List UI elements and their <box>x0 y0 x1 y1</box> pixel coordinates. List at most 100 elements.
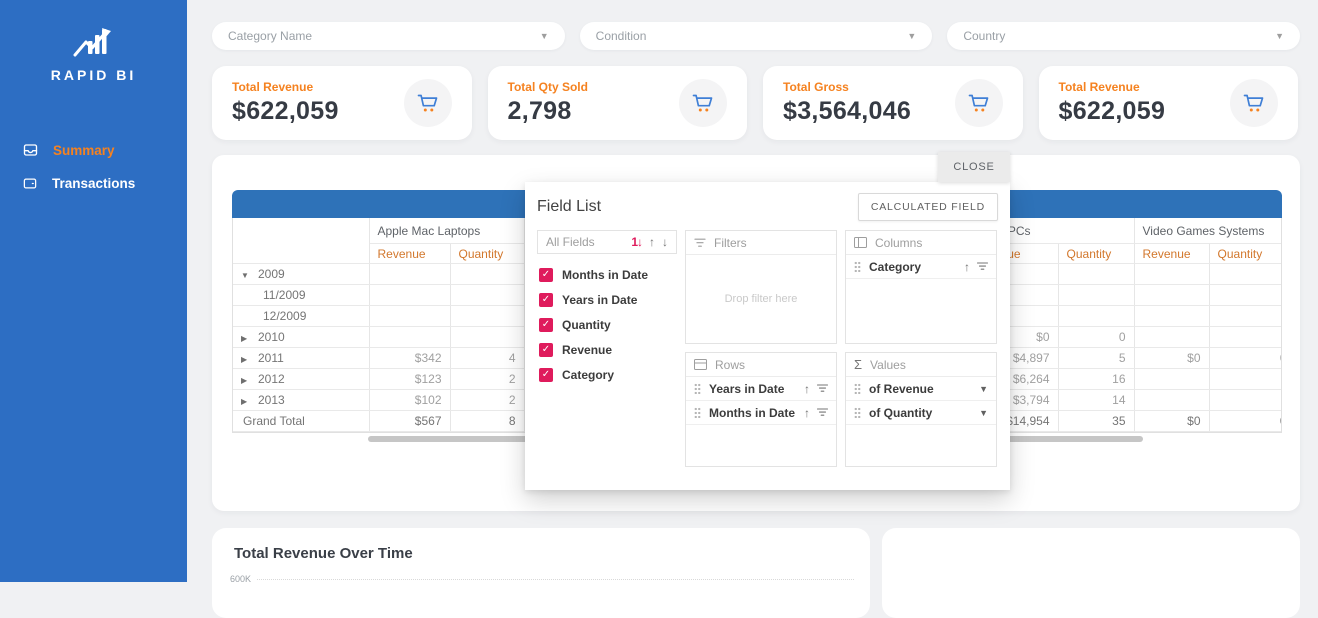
condition-filter[interactable]: Condition ▼ <box>579 22 933 50</box>
row-label: 2011 <box>258 351 284 365</box>
columns-icon <box>854 237 867 248</box>
row-label: 2010 <box>258 330 285 344</box>
expand-row-icon[interactable]: ▶ <box>241 355 248 364</box>
row-label: 2009 <box>258 267 285 281</box>
drag-handle-icon[interactable] <box>854 261 861 272</box>
field-chooser-grid: All Fields 1↓ ↑ ↓ ✓ Months in Date <box>537 230 998 467</box>
checkbox-checked-icon[interactable]: ✓ <box>539 292 553 307</box>
filter-icon[interactable] <box>977 262 988 271</box>
rows-item-years-in-date[interactable]: Years in Date ↑ <box>686 377 836 401</box>
field-months-in-date[interactable]: ✓ Months in Date <box>539 262 675 287</box>
country-filter[interactable]: Country ▼ <box>947 22 1301 50</box>
sidebar-item-transactions[interactable]: Transactions <box>0 167 187 200</box>
kpi-text: Total Revenue $622,059 <box>1059 80 1166 126</box>
kpi-value: $622,059 <box>1058 97 1166 125</box>
rows-item-months-in-date[interactable]: Months in Date ↑ <box>686 401 836 425</box>
expand-row-icon[interactable]: ▶ <box>241 397 248 406</box>
cell <box>369 326 451 348</box>
sidebar: RAPID BI Summary Transactions <box>0 0 187 582</box>
columns-item-category[interactable]: Category ↑ <box>846 255 996 279</box>
filter-icon[interactable] <box>817 384 828 393</box>
cart-icon <box>417 94 437 112</box>
kpi-text: Total Revenue $622,059 <box>232 80 339 126</box>
expand-row-icon[interactable]: ▶ <box>241 334 248 343</box>
cell <box>1134 368 1210 390</box>
cell <box>1058 284 1135 306</box>
cell <box>1134 284 1210 306</box>
checkbox-checked-icon[interactable]: ✓ <box>539 342 553 357</box>
cell: 2 <box>450 368 525 390</box>
field-label: Revenue <box>562 342 613 357</box>
row-label: 11/2009 <box>233 284 370 306</box>
cell <box>1134 389 1210 411</box>
field-list-dialog: Field List CALCULATED FIELD All Fields 1… <box>525 182 1010 490</box>
cell <box>1134 305 1210 327</box>
cell <box>369 305 451 327</box>
kpi-total-qty-sold: Total Qty Sold 2,798 <box>487 66 747 140</box>
kpi-label: Total Qty Sold <box>507 80 588 94</box>
kpi-total-gross: Total Gross $3,564,046 <box>763 66 1023 140</box>
cell <box>369 263 451 285</box>
columns-panel: Columns Category ↑ <box>845 230 997 344</box>
chevron-down-icon[interactable]: ▼ <box>979 407 988 418</box>
drag-handle-icon[interactable] <box>694 383 701 394</box>
all-fields-section: All Fields 1↓ ↑ ↓ ✓ Months in Date <box>537 230 677 467</box>
sort-order-icon[interactable]: 1↓ <box>631 235 643 249</box>
drag-handle-icon[interactable] <box>694 407 701 418</box>
drop-filter-hint: Drop filter here <box>724 293 798 305</box>
all-fields-title: All Fields <box>546 235 595 249</box>
sort-icon[interactable]: ↑ <box>804 381 810 396</box>
field-label: Quantity <box>562 317 611 332</box>
kpi-text: Total Qty Sold 2,798 <box>508 80 588 126</box>
filters-panel-title: Filters <box>714 235 747 250</box>
drag-handle-icon[interactable] <box>854 383 861 394</box>
sidebar-item-summary[interactable]: Summary <box>0 133 187 167</box>
drag-handle-icon[interactable] <box>854 407 861 418</box>
collapse-row-icon[interactable]: ▼ <box>241 271 249 280</box>
field-revenue[interactable]: ✓ Revenue <box>539 337 675 362</box>
values-item-revenue[interactable]: of Revenue ▼ <box>846 377 996 401</box>
cell: $567 <box>369 410 451 432</box>
close-button[interactable]: CLOSE <box>938 152 1010 182</box>
cell: $342 <box>369 347 451 369</box>
cell <box>1209 305 1281 327</box>
sort-icon[interactable]: ↑ <box>964 259 970 274</box>
sidebar-menu: Summary Transactions <box>0 133 187 200</box>
chevron-down-icon: ▼ <box>907 31 917 41</box>
cell <box>1058 263 1135 285</box>
filter-icon[interactable] <box>817 408 828 417</box>
field-quantity[interactable]: ✓ Quantity <box>539 312 675 337</box>
expand-row-icon[interactable]: ▶ <box>241 376 248 385</box>
sort-ascending-icon[interactable]: ↑ <box>649 235 655 249</box>
calculated-field-button[interactable]: CALCULATED FIELD <box>857 193 998 221</box>
logo-text: RAPID BI <box>50 67 137 83</box>
y-axis-tick: 600K <box>230 574 252 584</box>
cell <box>1209 368 1281 390</box>
item-label: of Quantity <box>869 405 933 420</box>
kpi-value: $622,059 <box>232 97 339 125</box>
column-group: Video Games Systems <box>1134 218 1281 244</box>
column-group: Apple Mac Laptops <box>369 218 525 244</box>
logo-chart-icon <box>73 28 111 57</box>
cell: 8 <box>450 410 525 432</box>
chart-title: Total Revenue Over Time <box>234 545 413 562</box>
checkbox-checked-icon[interactable]: ✓ <box>539 267 553 282</box>
cart-icon <box>1243 94 1264 112</box>
field-category[interactable]: ✓ Category <box>539 362 675 387</box>
chevron-down-icon[interactable]: ▼ <box>979 383 988 394</box>
field-years-in-date[interactable]: ✓ Years in Date <box>539 287 675 312</box>
checkbox-checked-icon[interactable]: ✓ <box>539 317 553 332</box>
column-subheader: Quantity <box>1058 243 1135 264</box>
column-subheader: Quantity <box>1209 243 1281 264</box>
checkbox-checked-icon[interactable]: ✓ <box>539 367 553 382</box>
cell <box>450 326 525 348</box>
values-item-quantity[interactable]: of Quantity ▼ <box>846 401 996 425</box>
kpi-label: Total Gross <box>783 80 849 94</box>
category-name-filter[interactable]: Category Name ▼ <box>212 22 565 50</box>
sort-descending-icon[interactable]: ↓ <box>662 235 668 249</box>
main-content: Category Name ▼ Condition ▼ Country ▼ To… <box>187 0 1318 618</box>
cart-icon <box>692 94 713 112</box>
sort-icon[interactable]: ↑ <box>804 405 810 420</box>
cell <box>369 284 451 306</box>
item-label: Category <box>869 259 922 274</box>
